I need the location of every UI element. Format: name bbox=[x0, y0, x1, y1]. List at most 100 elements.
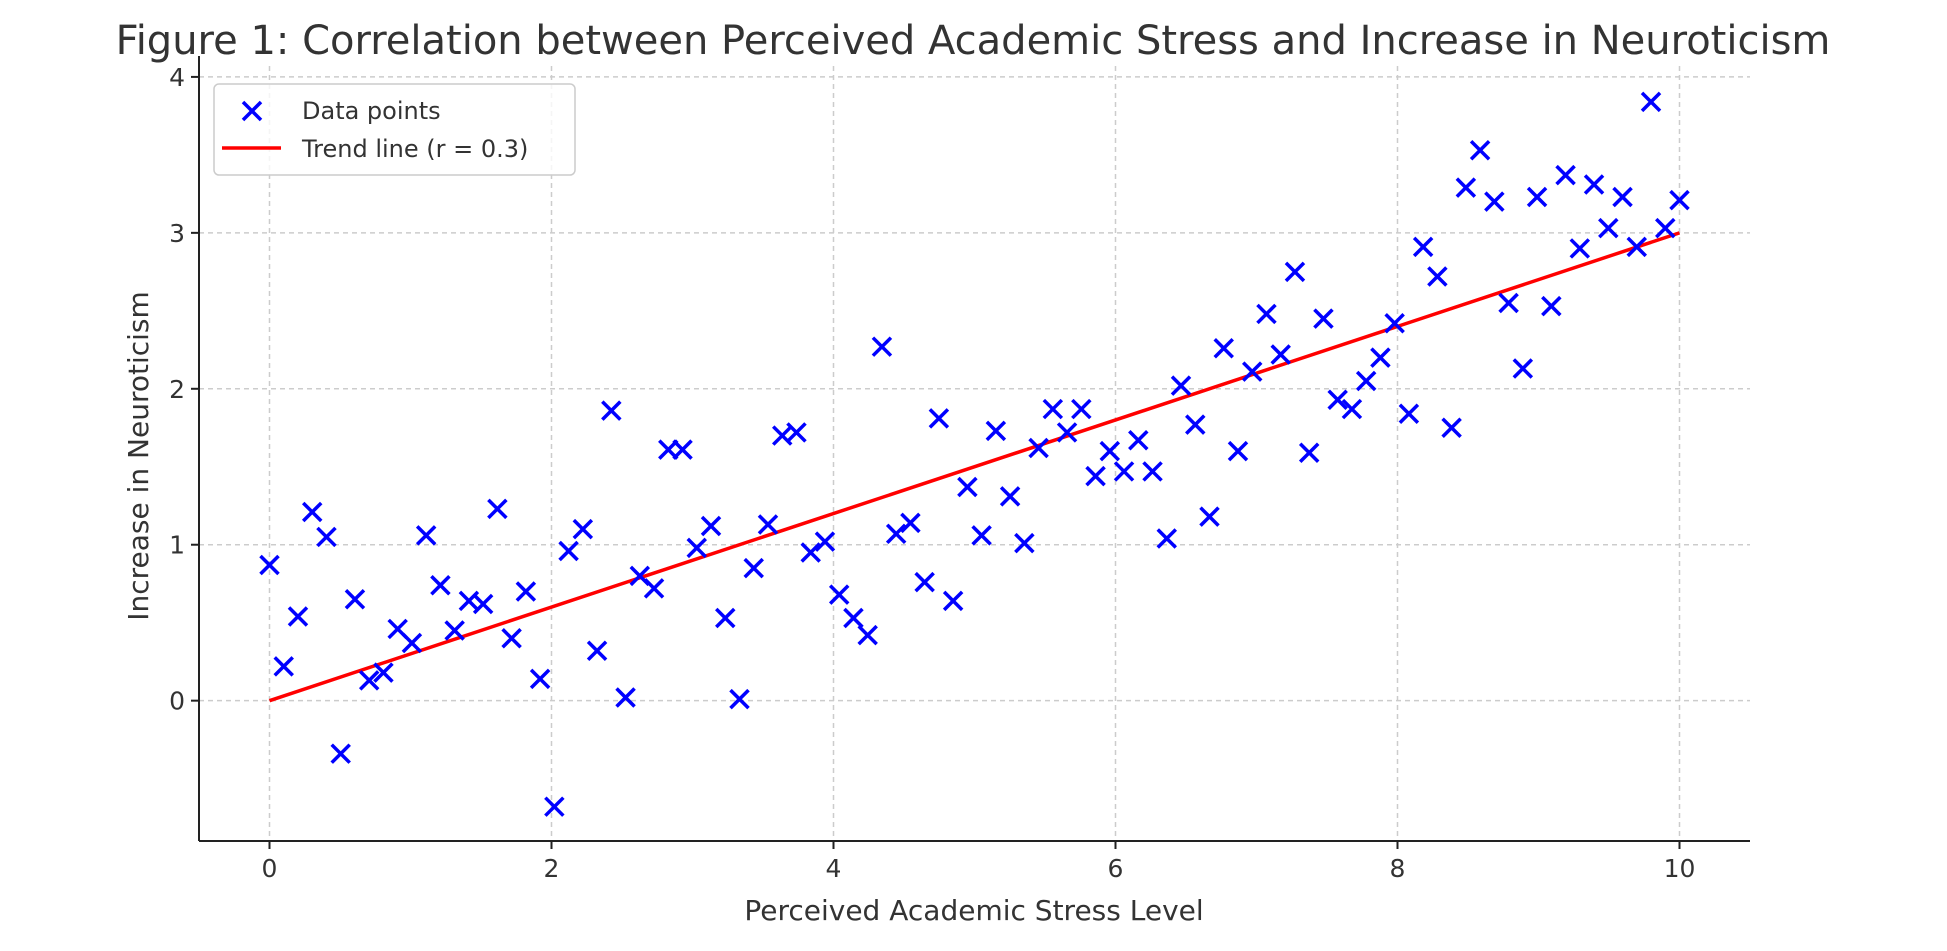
x-tick-label: 10 bbox=[1664, 854, 1696, 883]
data-point bbox=[1284, 261, 1306, 283]
x-tick-label: 2 bbox=[544, 854, 560, 883]
data-point-stroke bbox=[1028, 437, 1049, 459]
data-point-stroke bbox=[515, 581, 537, 602]
data-point-stroke bbox=[1541, 295, 1562, 317]
data-point-stroke bbox=[885, 523, 907, 545]
data-point bbox=[729, 688, 750, 710]
data-point bbox=[1227, 440, 1249, 462]
data-point bbox=[401, 632, 423, 654]
data-point bbox=[900, 512, 921, 534]
data-point-stroke bbox=[1498, 292, 1519, 314]
data-point-stroke bbox=[643, 578, 665, 599]
data-point-stroke bbox=[843, 607, 864, 629]
data-point bbox=[1085, 465, 1106, 487]
data-point-stroke bbox=[1626, 236, 1648, 258]
data-point-stroke bbox=[1156, 528, 1178, 549]
data-point-stroke bbox=[1270, 344, 1291, 365]
x-tick-label: 4 bbox=[826, 854, 842, 883]
data-point-stroke bbox=[786, 422, 807, 443]
data-point bbox=[1398, 403, 1420, 424]
data-point-stroke bbox=[743, 557, 764, 579]
data-point-stroke bbox=[1355, 370, 1377, 392]
data-point bbox=[1042, 398, 1064, 420]
data-point bbox=[1455, 177, 1477, 198]
data-point bbox=[700, 515, 722, 537]
data-point-stroke bbox=[601, 400, 622, 421]
data-point bbox=[743, 557, 764, 579]
data-point-stroke bbox=[373, 662, 394, 683]
x-tick-label: 8 bbox=[1390, 854, 1406, 883]
data-point bbox=[971, 525, 992, 546]
data-point-stroke bbox=[1241, 361, 1263, 382]
data-point-stroke bbox=[1185, 414, 1206, 435]
data-point-stroke bbox=[1669, 189, 1690, 211]
data-point bbox=[686, 537, 708, 559]
legend: Data points Trend line (r = 0.3) bbox=[213, 83, 576, 176]
data-point-stroke bbox=[1583, 174, 1605, 195]
data-point-stroke bbox=[1042, 398, 1064, 420]
data-point bbox=[1071, 398, 1092, 420]
data-point bbox=[1313, 308, 1334, 329]
data-point-stroke bbox=[301, 501, 323, 523]
data-point bbox=[1370, 347, 1391, 368]
data-point bbox=[1298, 442, 1320, 463]
data-point bbox=[814, 531, 836, 552]
data-point bbox=[800, 542, 821, 563]
data-point-stroke bbox=[1598, 217, 1619, 239]
data-point-stroke bbox=[401, 632, 423, 654]
data-point-stroke bbox=[1398, 403, 1420, 424]
data-point-stroke bbox=[1512, 358, 1534, 379]
data-point bbox=[1626, 236, 1648, 258]
data-point bbox=[843, 607, 864, 629]
data-point-stroke bbox=[1113, 461, 1135, 482]
data-point-stroke bbox=[1341, 398, 1363, 420]
data-point-stroke bbox=[914, 571, 935, 593]
y-axis-label: Increase in Neuroticism bbox=[122, 291, 155, 621]
data-point-stroke bbox=[1142, 461, 1163, 482]
data-point-stroke bbox=[1526, 186, 1548, 208]
data-point-stroke bbox=[1014, 532, 1035, 554]
data-point bbox=[558, 540, 579, 562]
data-point-stroke bbox=[999, 486, 1021, 507]
data-point bbox=[316, 526, 337, 548]
data-point bbox=[1612, 186, 1633, 208]
data-point bbox=[1170, 375, 1192, 396]
data-point bbox=[444, 620, 465, 641]
data-point bbox=[487, 498, 508, 520]
data-point-stroke bbox=[1427, 266, 1448, 287]
data-point-stroke bbox=[1612, 186, 1633, 208]
data-point-stroke bbox=[1256, 303, 1277, 325]
data-point bbox=[544, 796, 565, 817]
data-point-stroke bbox=[1441, 417, 1462, 439]
data-point-stroke bbox=[900, 512, 921, 534]
data-point bbox=[1028, 437, 1049, 459]
data-point bbox=[430, 575, 451, 596]
data-point-stroke bbox=[344, 589, 366, 610]
data-point-stroke bbox=[1555, 164, 1576, 186]
data-point bbox=[330, 743, 351, 764]
data-point-stroke bbox=[501, 628, 522, 649]
data-point-stroke bbox=[1313, 308, 1334, 329]
data-point bbox=[1270, 344, 1291, 365]
data-point-stroke bbox=[529, 668, 551, 690]
data-point bbox=[1056, 422, 1078, 443]
y-tick-label: 3 bbox=[169, 219, 185, 248]
data-point bbox=[1669, 189, 1690, 211]
legend-label-trend-line: Trend line (r = 0.3) bbox=[301, 135, 528, 163]
data-points bbox=[259, 91, 1690, 817]
data-point-stroke bbox=[1640, 91, 1662, 113]
x-tick-label: 0 bbox=[262, 854, 278, 883]
legend-label-data-points: Data points bbox=[302, 97, 441, 125]
data-point bbox=[1156, 528, 1178, 549]
data-point-stroke bbox=[672, 439, 693, 460]
data-point bbox=[1327, 389, 1348, 410]
data-point bbox=[273, 656, 294, 677]
data-point-stroke bbox=[1085, 465, 1106, 487]
data-point-stroke bbox=[487, 498, 508, 520]
data-point bbox=[1427, 266, 1448, 287]
data-point bbox=[1128, 430, 1149, 451]
data-point-stroke bbox=[814, 531, 836, 552]
data-point-stroke bbox=[857, 624, 878, 646]
data-point bbox=[1569, 238, 1591, 259]
data-point-stroke bbox=[828, 584, 850, 605]
